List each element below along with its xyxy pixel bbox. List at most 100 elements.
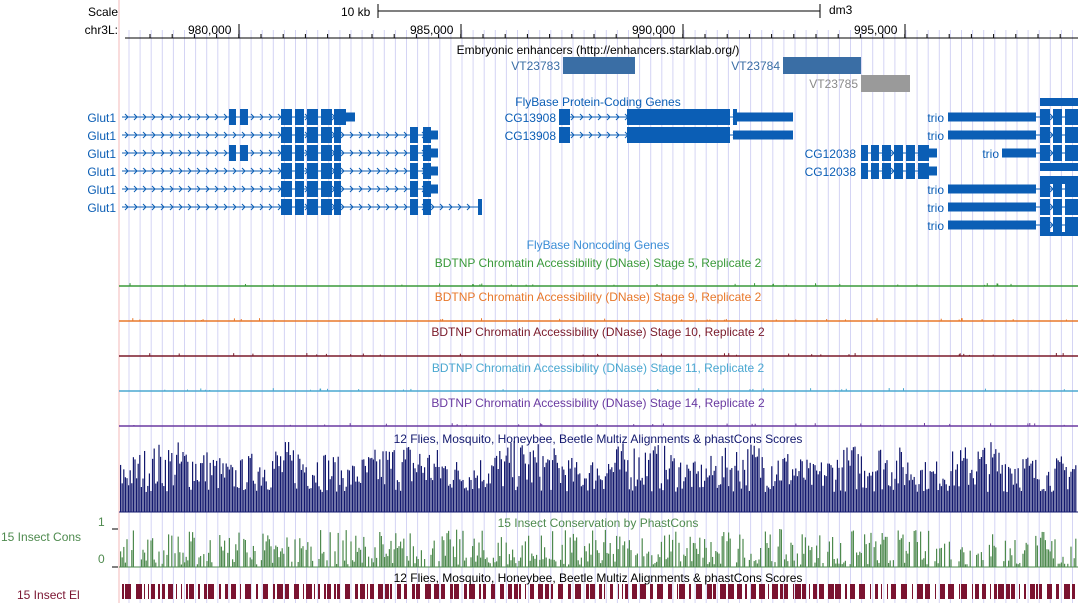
insect-cons-bar [388, 549, 390, 567]
side-label-insect-el[interactable]: 15 Insect El [17, 588, 80, 602]
strand-arrow [178, 167, 183, 175]
strand-arrow [268, 185, 273, 193]
enhancer-label-vt23783[interactable]: VT23783 [511, 59, 560, 73]
gene-label-glut1[interactable]: Glut1 [87, 111, 116, 125]
insect-cons-bar [393, 549, 395, 567]
insect-cons-bar [272, 562, 274, 567]
multiz-bar [844, 491, 846, 512]
strand-arrow [394, 185, 399, 193]
multiz-bar [598, 475, 600, 512]
strand-arrow [403, 185, 408, 193]
gene-cg13908-exon [559, 109, 570, 125]
multiz-bar [264, 469, 266, 512]
strand-arrow [268, 167, 273, 175]
multiz-bar [787, 454, 789, 512]
gene-label-cg12038[interactable]: CG12038 [804, 147, 856, 161]
insect-cons-bar [713, 564, 715, 567]
insect-cons-bar [777, 546, 779, 567]
multiz-bar [195, 463, 197, 512]
multiz-bar [712, 475, 714, 512]
gene-glut1-exon [321, 127, 332, 143]
insect-el-block [1072, 584, 1075, 599]
multiz-bar [979, 459, 981, 512]
gene-label-trio[interactable]: trio [927, 201, 944, 215]
enhancer-label-vt23785[interactable]: VT23785 [809, 77, 858, 91]
insect-cons-bar [281, 548, 283, 567]
multiz-bar [886, 460, 888, 512]
gene-trio-exon [1065, 199, 1078, 215]
gene-label-cg13908[interactable]: CG13908 [504, 111, 556, 125]
gene-label-trio[interactable]: trio [927, 129, 944, 143]
gene-cg13908-exon [733, 130, 793, 140]
track-title-flybase-coding: FlyBase Protein-Coding Genes [515, 95, 681, 109]
insect-el-block [479, 584, 481, 599]
multiz-bar [276, 455, 278, 512]
insect-cons-bar [964, 564, 966, 567]
multiz-bar [1028, 465, 1030, 512]
insect-el-block [835, 584, 841, 599]
gene-glut1-exon [295, 109, 304, 125]
multiz-bar [180, 461, 182, 512]
multiz-bar [899, 447, 901, 512]
enhancer-label-vt23784[interactable]: VT23784 [731, 59, 780, 73]
gene-label-glut1[interactable]: Glut1 [87, 183, 116, 197]
insect-cons-bar [584, 546, 586, 567]
insect-cons-bar [489, 563, 491, 567]
multiz-bar [929, 471, 931, 512]
multiz-bar [392, 452, 394, 512]
strand-arrow [169, 113, 174, 121]
multiz-bar [694, 461, 696, 512]
strand-arrow [615, 113, 620, 121]
side-label-insect-cons[interactable]: 15 Insect Cons [1, 530, 82, 544]
gene-label-cg12038[interactable]: CG12038 [804, 165, 856, 179]
multiz-bar [710, 455, 712, 512]
multiz-bar [928, 488, 930, 512]
gene-label-trio[interactable]: trio [927, 183, 944, 197]
multiz-bar [547, 459, 549, 512]
insect-cons-bar [179, 552, 181, 567]
multiz-bar [830, 465, 832, 512]
gene-cg12038-exon [929, 166, 937, 176]
insect-el-block [881, 584, 882, 599]
insect-el-block [959, 584, 960, 599]
multiz-bar [654, 446, 656, 512]
strand-arrow [385, 167, 390, 175]
multiz-bar [393, 450, 395, 512]
strand-arrow [232, 167, 237, 175]
insect-cons-bar [545, 557, 547, 567]
gene-label-trio[interactable]: trio [982, 147, 999, 161]
multiz-bar [419, 453, 421, 512]
gene-label-glut1[interactable]: Glut1 [87, 165, 116, 179]
gene-label-trio[interactable]: trio [927, 111, 944, 125]
gene-label-glut1[interactable]: Glut1 [87, 147, 116, 161]
multiz-bar [348, 470, 350, 512]
gene-trio-exon [948, 130, 1036, 140]
multiz-bar [699, 487, 701, 512]
multiz-bar [915, 484, 917, 512]
strand-arrow [124, 113, 129, 121]
gene-glut1-exon [321, 163, 332, 179]
gene-glut1-exon [307, 109, 318, 125]
gene-label-cg13908[interactable]: CG13908 [504, 129, 556, 143]
strand-arrow [430, 203, 435, 211]
gene-label-glut1[interactable]: Glut1 [87, 201, 116, 215]
axis-max-label: 1 [98, 515, 105, 529]
insect-cons-bar [648, 551, 650, 567]
gene-cg12038-exon [894, 163, 903, 179]
insect-cons-bar [235, 544, 237, 567]
insect-el-block [751, 584, 756, 599]
insect-el-block [558, 584, 563, 599]
gene-trio-exon [948, 112, 960, 122]
multiz-bar [577, 474, 579, 512]
multiz-bar [614, 462, 616, 512]
gene-label-trio[interactable]: trio [927, 219, 944, 233]
insect-cons-bar [518, 560, 520, 567]
insect-cons-bar [897, 530, 899, 567]
gene-label-glut1[interactable]: Glut1 [87, 129, 116, 143]
insect-el-block [728, 584, 734, 599]
multiz-bar [1065, 466, 1067, 512]
insect-cons-bar [480, 557, 482, 567]
multiz-bar [1014, 468, 1016, 512]
